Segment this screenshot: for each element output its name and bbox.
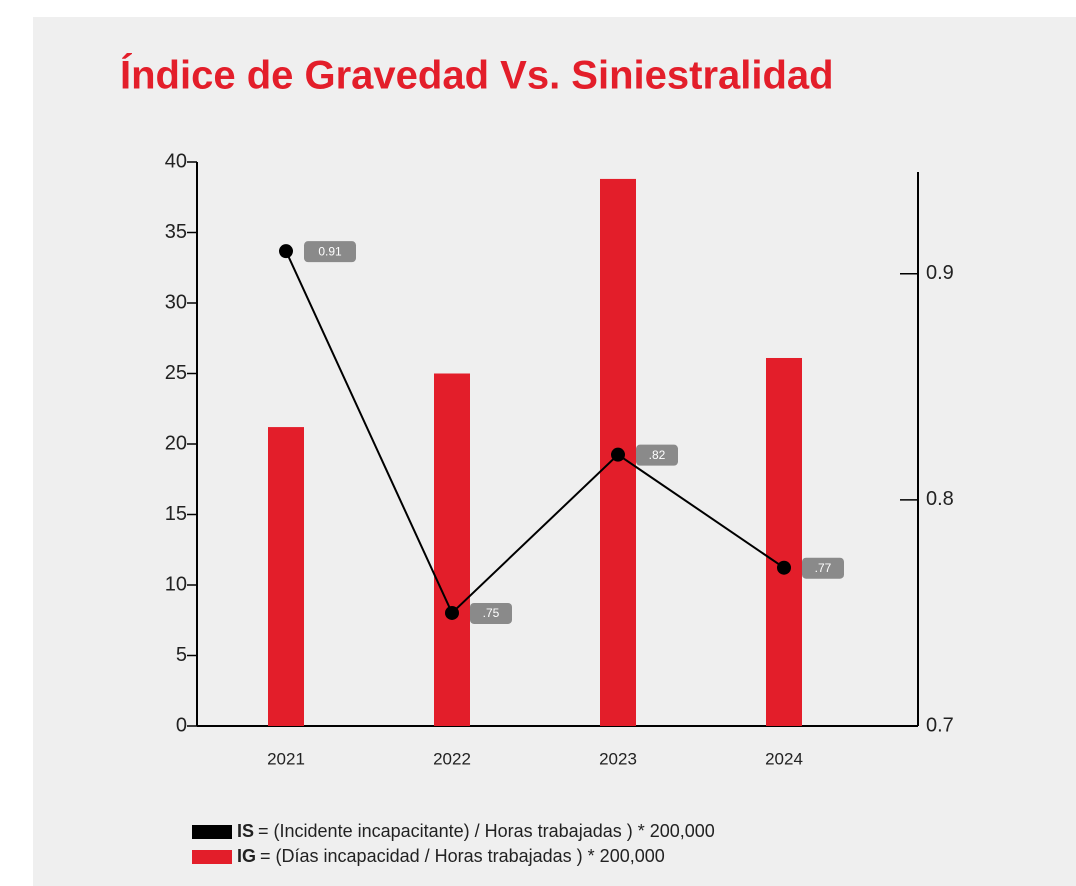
point (777, 560, 791, 575)
value-label: .82 (649, 448, 666, 462)
x-tick-label: 2024 (765, 749, 803, 768)
y-tick-label: 15 (165, 503, 187, 525)
legend-swatch (192, 850, 232, 864)
value-label: 0.91 (318, 244, 342, 258)
legend-entry: IG = (Días incapacidad / Horas trabajadas… (237, 846, 665, 866)
y-tick-label: 25 (165, 362, 187, 384)
value-label-box (470, 602, 512, 624)
y-tick-label: 40 (165, 150, 187, 172)
y-tick-label: 0 (176, 714, 187, 736)
legend-description: = (Incidente incapacitante) / Horas trab… (258, 821, 715, 841)
y-tick-label: 10 (165, 573, 187, 595)
y-tick-label: 20 (165, 432, 187, 454)
y2-tick-label: 0.7 (926, 714, 954, 736)
value-label: .77 (815, 561, 832, 575)
y-tick-label: 5 (176, 644, 187, 666)
legend-name: IG (237, 846, 256, 866)
bar (268, 427, 304, 726)
bar (434, 373, 470, 726)
y-tick-label: 30 (165, 291, 187, 313)
legend-swatch (192, 825, 232, 839)
y2-tick-label: 0.8 (926, 488, 954, 510)
y-tick-label: 35 (165, 221, 187, 243)
x-tick-label: 2023 (599, 749, 637, 768)
chart-title: Índice de Gravedad Vs. Siniestralidad (120, 53, 834, 98)
y2-tick-label: 0.9 (926, 262, 954, 284)
value-label-box (636, 444, 678, 466)
value-label: .75 (483, 606, 500, 620)
legend-name: IS (237, 821, 254, 841)
x-tick-label: 2021 (267, 749, 305, 768)
legend-entry: IS = (Incidente incapacitante) / Horas tr… (237, 821, 715, 841)
x-tick-label: 2022 (433, 749, 471, 768)
value-label-box (304, 241, 356, 263)
point (445, 605, 459, 620)
point (611, 447, 625, 462)
panel (33, 17, 1076, 886)
value-label-box (802, 557, 844, 579)
legend-description: = (Días incapacidad / Horas trabajadas )… (260, 846, 665, 866)
point (279, 244, 293, 259)
line (285, 250, 785, 615)
bar (766, 357, 802, 726)
